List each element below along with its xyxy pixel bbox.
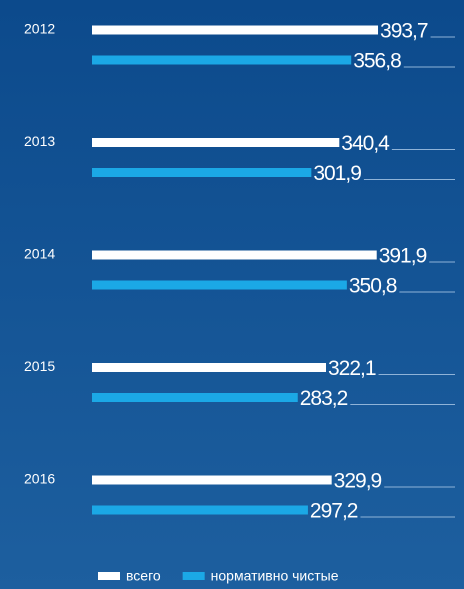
category-label: 2013 xyxy=(24,133,55,149)
category-label: 2012 xyxy=(24,21,55,37)
value-label: 283,2 xyxy=(300,387,348,410)
value-label: 301,9 xyxy=(313,162,361,185)
value-label: 297,2 xyxy=(310,500,358,523)
bar xyxy=(92,393,298,402)
value-label: 393,7 xyxy=(380,20,428,43)
bar xyxy=(92,168,312,177)
bar xyxy=(92,25,379,35)
category-label: 2016 xyxy=(24,471,55,487)
value-label: 350,8 xyxy=(349,275,397,298)
bar xyxy=(92,505,308,515)
bar xyxy=(92,250,377,260)
category-label: 2015 xyxy=(24,358,55,374)
category-label: 2014 xyxy=(24,246,55,262)
legend-label: нормативно чистые xyxy=(211,568,339,584)
bar xyxy=(92,280,347,290)
bar xyxy=(92,475,332,485)
value-label: 356,8 xyxy=(353,50,401,73)
value-label: 329,9 xyxy=(334,470,382,493)
legend-swatch xyxy=(98,572,120,580)
bar xyxy=(92,363,327,372)
value-label: 391,9 xyxy=(379,245,427,268)
bar xyxy=(92,138,340,147)
value-label: 340,4 xyxy=(341,132,390,155)
legend-swatch xyxy=(182,572,205,580)
legend-label: всего xyxy=(126,568,161,584)
value-label: 322,1 xyxy=(328,357,376,380)
bar xyxy=(92,55,352,65)
